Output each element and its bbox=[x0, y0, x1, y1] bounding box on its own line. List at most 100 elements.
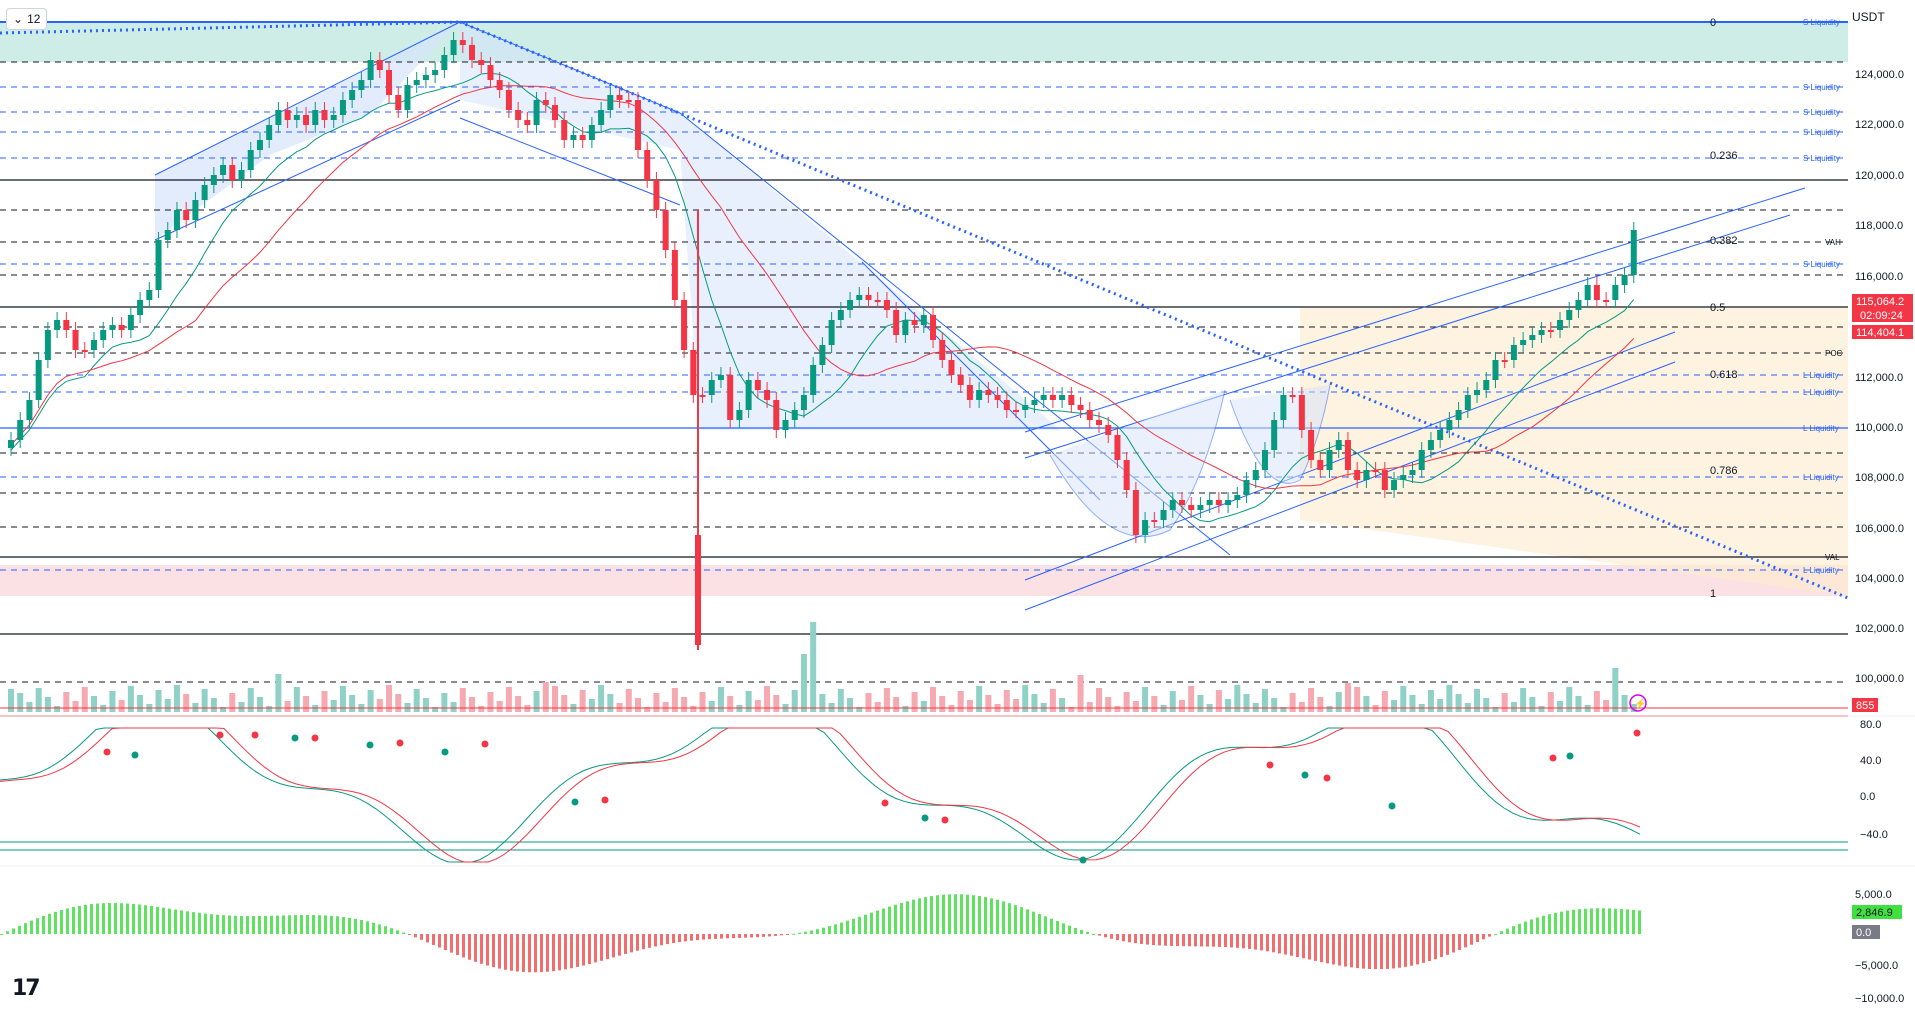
macd-histogram-bar bbox=[84, 904, 87, 934]
macd-histogram-bar bbox=[1242, 934, 1245, 949]
volume-bar bbox=[644, 707, 651, 712]
macd-histogram-bar bbox=[1206, 934, 1209, 947]
volume-bar bbox=[1501, 693, 1508, 712]
volume-bar bbox=[293, 687, 300, 712]
candle-body bbox=[819, 345, 826, 365]
macd-histogram-bar bbox=[918, 898, 921, 934]
candle-body bbox=[1022, 405, 1029, 410]
lightning-alert-icon[interactable] bbox=[1629, 694, 1647, 712]
candle-body bbox=[63, 320, 70, 330]
candle-body bbox=[828, 320, 835, 345]
candle-body bbox=[1040, 395, 1047, 400]
macd-histogram-bar bbox=[12, 928, 15, 934]
macd-histogram-bar bbox=[1026, 909, 1029, 934]
volume-bar bbox=[1409, 695, 1416, 712]
macd-histogram-bar bbox=[876, 910, 879, 934]
macd-histogram-bar bbox=[984, 897, 987, 934]
candle-body bbox=[118, 325, 125, 330]
volume-bar bbox=[367, 690, 374, 712]
stoch-cross-dot bbox=[291, 734, 299, 742]
macd-histogram-bar bbox=[258, 916, 261, 934]
macd-histogram-bar bbox=[942, 894, 945, 934]
macd-histogram-bar bbox=[660, 934, 663, 946]
currency-label: USDT bbox=[1852, 10, 1885, 24]
macd-histogram-bar bbox=[1104, 934, 1107, 938]
candle-body bbox=[671, 250, 678, 300]
tradingview-logo[interactable]: 𝟭𝟳 bbox=[12, 976, 41, 1001]
macd-histogram-bar bbox=[1524, 921, 1527, 934]
macd-histogram-bar bbox=[738, 934, 741, 938]
volume-bar bbox=[579, 690, 586, 712]
volume-bar bbox=[902, 706, 909, 712]
volume-bar bbox=[985, 695, 992, 712]
macd-histogram-bar bbox=[534, 934, 537, 973]
macd-zero-text: 0.0 bbox=[1856, 927, 1871, 939]
macd-histogram-bar bbox=[1302, 934, 1305, 959]
stoch-cross-dot bbox=[103, 748, 111, 756]
candle-body bbox=[1049, 395, 1056, 400]
macd-histogram-bar bbox=[498, 934, 501, 969]
macd-histogram-bar bbox=[852, 918, 855, 934]
volume-bar bbox=[1391, 700, 1398, 712]
macd-histogram-bar bbox=[138, 904, 141, 934]
macd-histogram-bar bbox=[1458, 934, 1461, 950]
macd-histogram-bar bbox=[708, 934, 711, 940]
candle-body bbox=[1603, 300, 1610, 302]
volume-bar bbox=[1612, 668, 1619, 712]
candle-body bbox=[1474, 390, 1481, 395]
volume-bar bbox=[1593, 691, 1600, 712]
volume-bar bbox=[164, 699, 171, 712]
volume-bar bbox=[1566, 687, 1573, 712]
ma-fast-line bbox=[10, 72, 1635, 523]
macd-histogram-bar bbox=[594, 934, 597, 963]
macd-histogram-bar bbox=[642, 934, 645, 950]
volume-bar bbox=[256, 697, 263, 712]
macd-histogram-bar bbox=[1554, 912, 1557, 934]
macd-histogram-bar bbox=[1194, 934, 1197, 947]
volume-bar bbox=[598, 685, 605, 712]
volume-bar bbox=[1529, 697, 1536, 712]
macd-axis-label: −5,000.0 bbox=[1855, 960, 1898, 972]
interval-label: 12 bbox=[27, 12, 41, 26]
candle-body bbox=[312, 110, 319, 125]
volume-bar bbox=[1621, 695, 1628, 712]
volume-bar bbox=[1492, 707, 1499, 712]
candle-body bbox=[1123, 460, 1130, 490]
macd-histogram-bar bbox=[810, 930, 813, 934]
volume-bar bbox=[662, 702, 669, 712]
macd-histogram-bar bbox=[54, 911, 57, 934]
candle-body bbox=[1630, 230, 1637, 275]
macd-histogram-bar bbox=[360, 919, 363, 934]
volume-bar bbox=[422, 698, 429, 712]
candle-body bbox=[754, 380, 761, 390]
macd-histogram-bar bbox=[792, 933, 795, 935]
macd-histogram-bar bbox=[1116, 934, 1119, 941]
candle-body bbox=[1234, 495, 1241, 500]
candle-body bbox=[736, 410, 743, 420]
macd-histogram-bar bbox=[60, 910, 63, 934]
candle-body bbox=[893, 310, 900, 335]
candle-body bbox=[1584, 285, 1591, 300]
interval-selector[interactable]: ⌄ 12 bbox=[6, 8, 48, 30]
macd-histogram-bar bbox=[1218, 934, 1221, 947]
stoch-cross-dot bbox=[481, 740, 489, 748]
macd-histogram-bar bbox=[108, 903, 111, 934]
volume-bar bbox=[1142, 687, 1149, 712]
last-price-text: 115,064.2 bbox=[1856, 296, 1904, 308]
candle-body bbox=[1363, 470, 1370, 480]
macd-histogram-bar bbox=[1620, 908, 1623, 934]
volume-bar bbox=[1520, 688, 1527, 712]
macd-histogram-bar bbox=[1152, 934, 1155, 946]
candle-body bbox=[1003, 400, 1010, 410]
volume-text: 855 bbox=[1856, 700, 1874, 712]
volume-bar bbox=[321, 691, 328, 712]
macd-histogram-bar bbox=[192, 912, 195, 934]
macd-histogram-bar bbox=[1254, 934, 1257, 950]
volume-bar bbox=[496, 701, 503, 712]
macd-histogram-bar bbox=[444, 934, 447, 951]
candle-body bbox=[330, 115, 337, 120]
macd-histogram-bar bbox=[516, 934, 519, 972]
macd-histogram-bar bbox=[1470, 934, 1473, 945]
volume-bar bbox=[395, 694, 402, 712]
